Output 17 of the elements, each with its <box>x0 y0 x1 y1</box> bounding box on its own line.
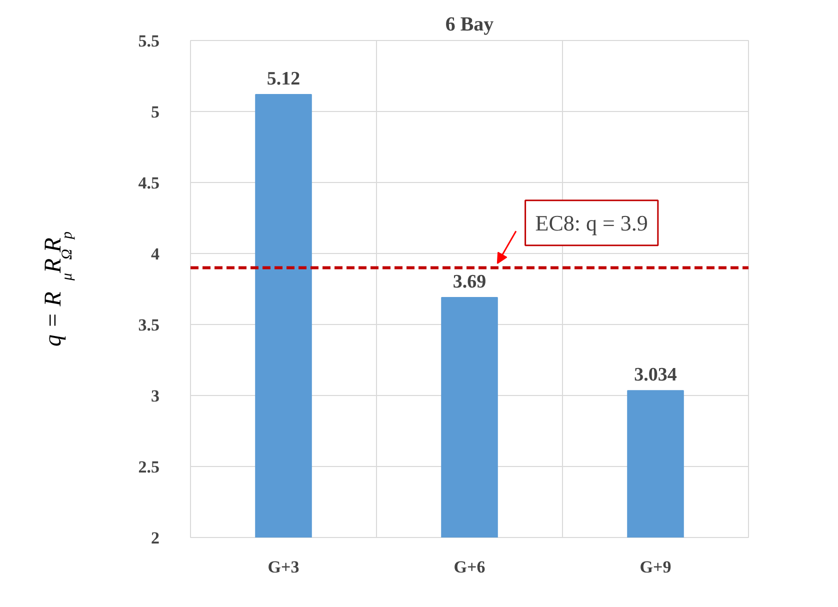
x-tick-label: G+9 <box>640 558 672 576</box>
chart-title: 6 Bay <box>445 14 494 36</box>
y-tick-label: 5 <box>151 102 160 122</box>
data-label: 3.034 <box>634 364 678 386</box>
y-tick-label: 3.5 <box>138 316 160 334</box>
data-label: 5.12 <box>266 68 300 90</box>
y-tick-label: 5.5 <box>138 32 160 50</box>
x-tick-label: G+6 <box>454 558 486 576</box>
y-tick-label: 4.5 <box>138 174 160 192</box>
data-label: 3.69 <box>452 272 486 293</box>
ref-line-label: EC8: q = 3.9 <box>535 210 648 236</box>
y-tick-label: 2 <box>151 528 160 548</box>
y-tick-label: 2.5 <box>138 458 160 476</box>
y-axis-title: q = RμRΩRp <box>40 231 76 346</box>
x-tick-label: G+3 <box>268 558 300 576</box>
y-tick-label: 4 <box>151 244 160 264</box>
y-tick-label: 3 <box>151 386 160 406</box>
